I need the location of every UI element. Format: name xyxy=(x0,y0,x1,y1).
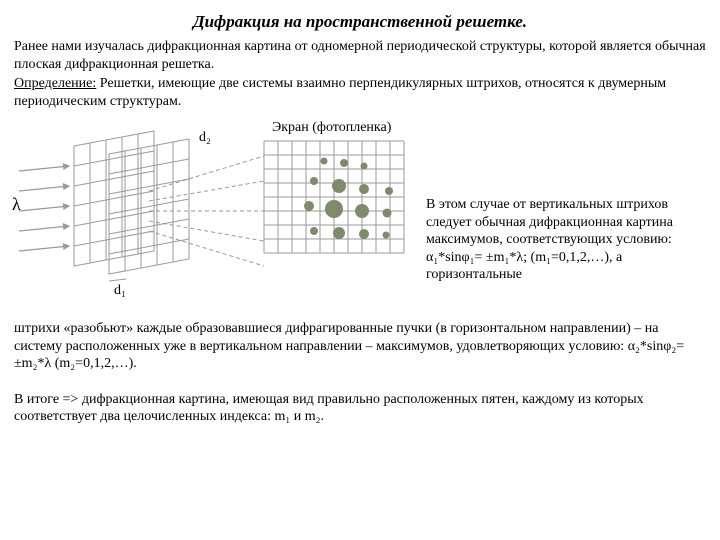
definition-paragraph: Определение: Решетки, имеющие две систем… xyxy=(14,75,706,110)
definition-label: Определение: xyxy=(14,76,96,91)
side-paragraph: В этом случае от вертикальных штрихов сл… xyxy=(414,116,706,284)
diagram: d₂ d₁ Экран (фотопленка) xyxy=(14,116,414,316)
page-title: Дифракция на пространственной решетке. xyxy=(14,12,706,32)
definition-text: Решетки, имеющие две системы взаимно пер… xyxy=(14,76,666,109)
grating-front xyxy=(74,131,154,266)
screen-label: Экран (фотопленка) xyxy=(272,120,392,135)
diagram-row: λ xyxy=(14,116,706,316)
intro-paragraph: Ранее нами изучалась дифракционная карти… xyxy=(14,38,706,73)
diffraction-diagram-svg: d₂ d₁ Экран (фотопленка) xyxy=(14,116,414,316)
d2-label: d₂ xyxy=(199,130,211,145)
continuation-paragraph: штрихи «разобьют» каждые образовавшиеся … xyxy=(14,320,706,373)
summary-paragraph: В итоге => дифракционная картина, имеюща… xyxy=(14,391,706,426)
d1-label: d₁ xyxy=(114,283,126,298)
grating-back xyxy=(109,139,189,274)
diffracted-rays xyxy=(149,156,264,266)
lambda-label: λ xyxy=(12,194,21,215)
incoming-rays xyxy=(19,166,69,251)
